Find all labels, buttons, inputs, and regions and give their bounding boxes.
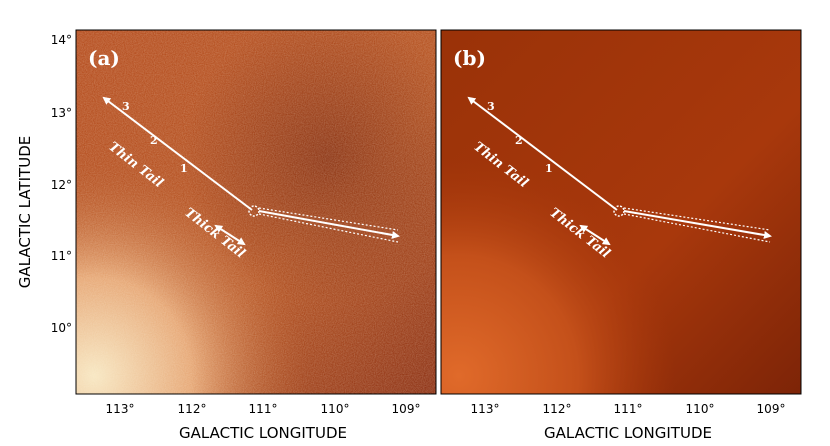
panel-b-motion-lower-bound <box>623 213 771 243</box>
x-tick-b-112: 112° <box>543 402 572 416</box>
panel-b-marker-2: 2 <box>515 134 523 147</box>
x-ticks-panel-b: 113° 112° 111° 110° 109° <box>471 402 786 416</box>
panel-a: (a) 1 2 3 Thin Tail Thick Tail <box>75 29 437 395</box>
x-tick-a-110: 110° <box>321 402 350 416</box>
y-tick-10: 10° <box>51 321 72 335</box>
panel-a-thin-tail-arrow <box>102 96 253 211</box>
y-tick-14: 14° <box>51 33 72 47</box>
x-tick-a-113: 113° <box>106 402 135 416</box>
panel-a-noise <box>76 30 436 394</box>
panel-b-bright-region <box>441 30 801 394</box>
y-ticks: 14° 13° 12° 11° 10° <box>51 33 72 335</box>
panel-b-frame <box>440 29 802 395</box>
x-ticks-panel-a: 113° 112° 111° 110° 109° <box>106 402 421 416</box>
y-tick-13: 13° <box>51 106 72 120</box>
x-tick-b-110: 110° <box>686 402 715 416</box>
x-axis-label-panel-b: GALACTIC LONGITUDE <box>544 424 712 442</box>
panel-b-thick-tail-arrow <box>579 224 611 246</box>
x-tick-b-111: 111° <box>614 402 643 416</box>
panel-a-label: (a) <box>88 46 120 70</box>
panel-b-motion-upper-bound <box>623 207 771 231</box>
panel-a-motion-arrow <box>258 210 400 239</box>
y-tick-12: 12° <box>51 178 72 192</box>
panel-b-label: (b) <box>453 46 486 70</box>
panel-a-thick-tail-arrow <box>214 224 246 246</box>
panel-a-marker-2: 2 <box>150 134 158 147</box>
x-tick-a-109: 109° <box>392 402 421 416</box>
panel-a-motion-upper-bound <box>258 207 399 231</box>
panel-a-marker-3: 3 <box>122 100 130 113</box>
x-tick-b-113: 113° <box>471 402 500 416</box>
x-tick-b-109: 109° <box>757 402 786 416</box>
panel-b-marker-3: 3 <box>487 100 495 113</box>
x-tick-a-112: 112° <box>178 402 207 416</box>
panel-a-marker-1: 1 <box>180 162 188 175</box>
panel-b: (b) 1 2 3 Thin Tail Thick Tail <box>440 29 802 395</box>
x-axis-label-panel-a: GALACTIC LONGITUDE <box>179 424 347 442</box>
x-tick-a-111: 111° <box>249 402 278 416</box>
y-axis-label: GALACTIC LATITUDE <box>16 136 34 288</box>
y-tick-11: 11° <box>51 249 72 263</box>
panel-b-marker-1: 1 <box>545 162 553 175</box>
panel-a-frame <box>75 29 437 395</box>
panel-b-thin-tail-arrow <box>467 96 618 211</box>
panel-b-motion-arrow <box>623 210 772 239</box>
